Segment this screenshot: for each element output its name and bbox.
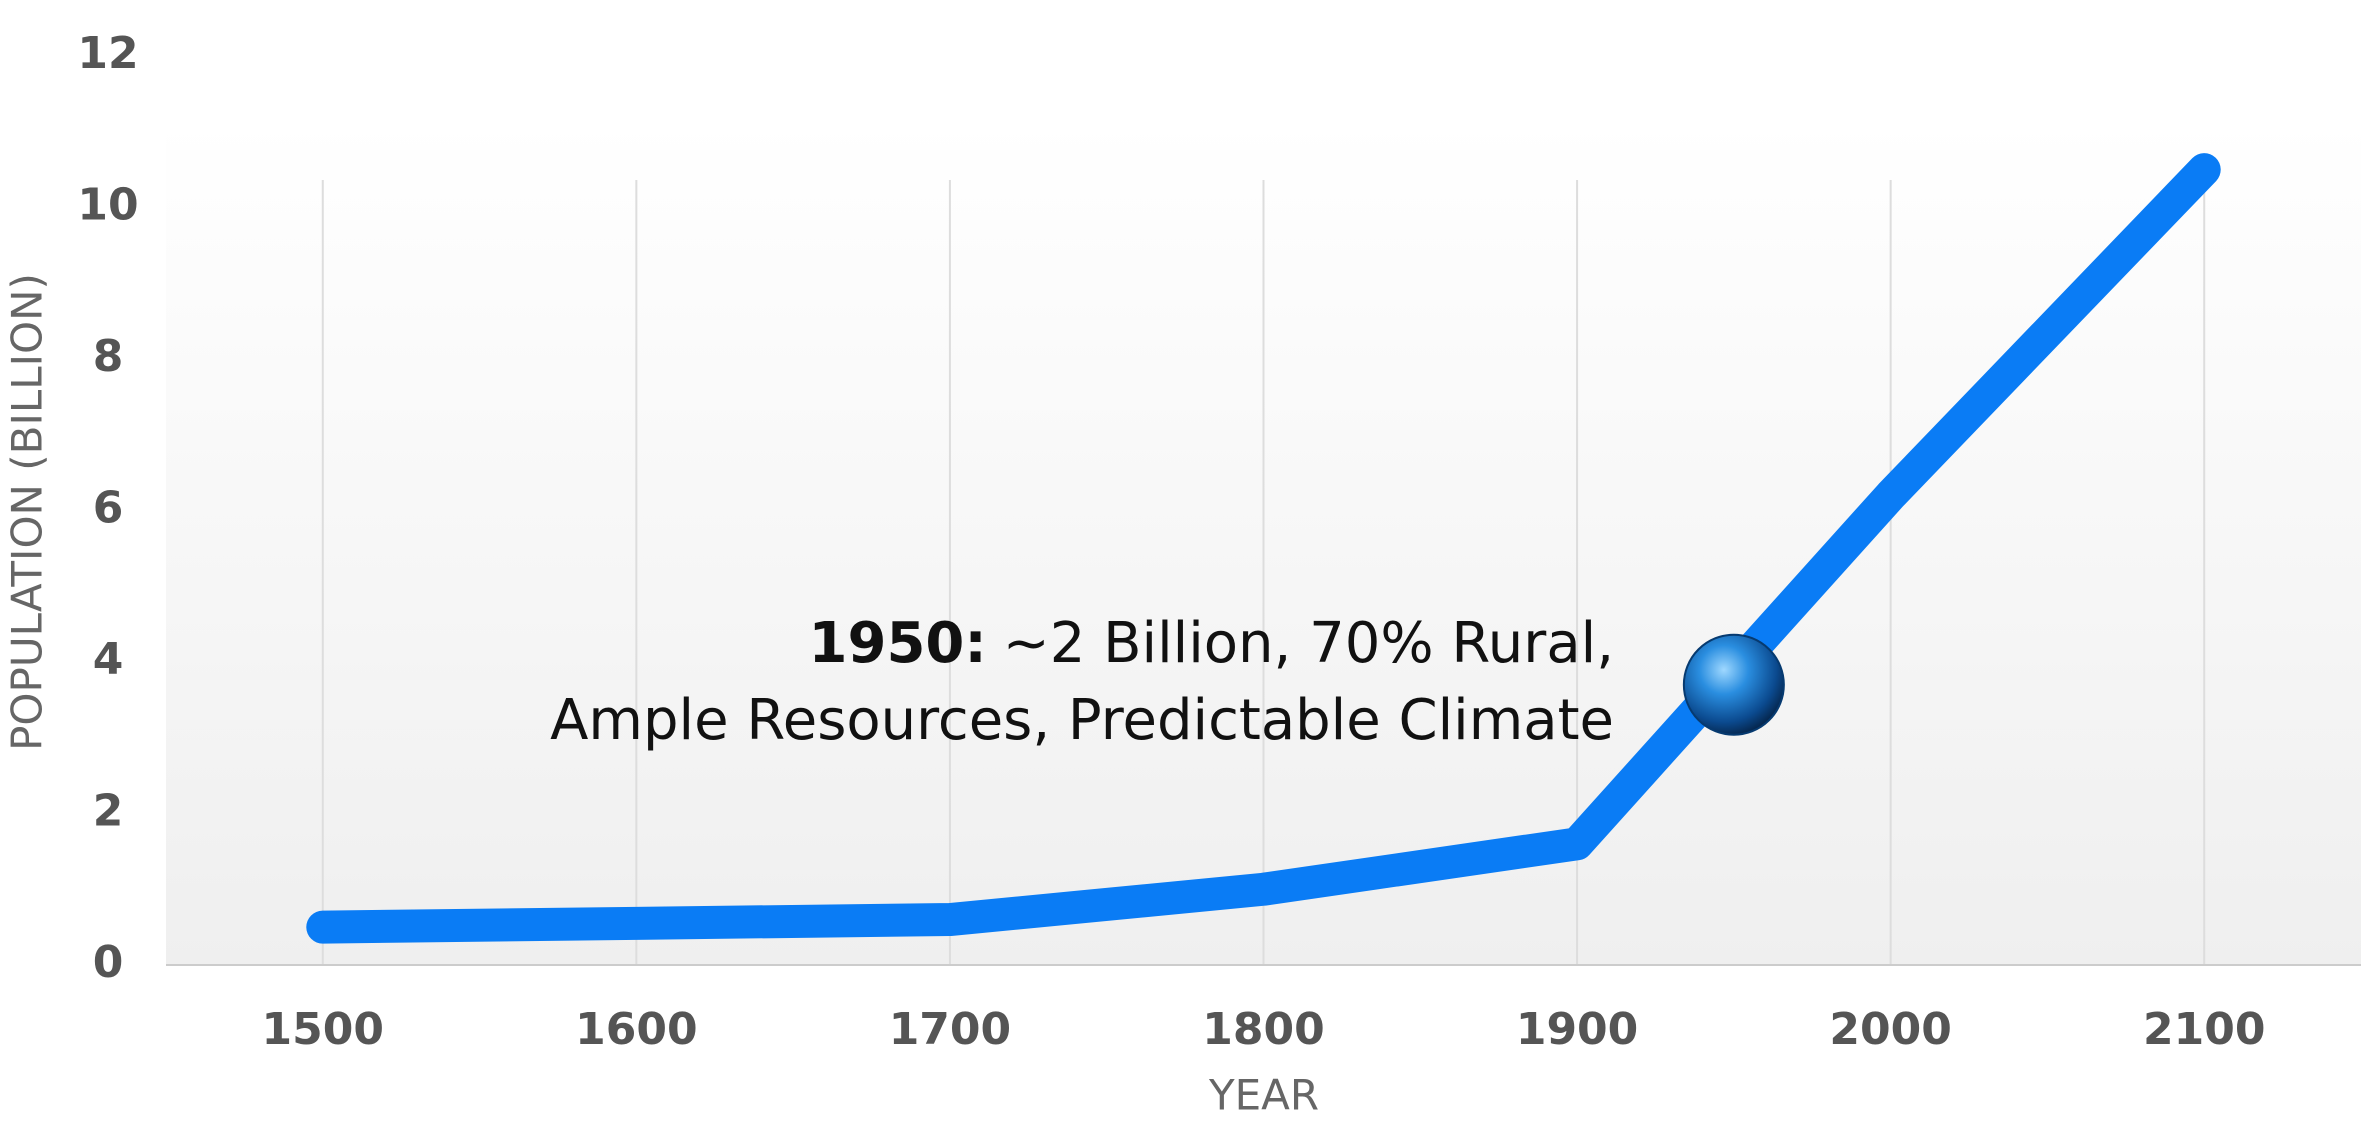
y-tick-label: 4 — [93, 634, 124, 685]
y-tick-label: 6 — [93, 483, 124, 534]
x-tick-label: 2100 — [2143, 1004, 2265, 1055]
y-tick-label: 0 — [93, 937, 124, 988]
annotation-marker — [1682, 633, 1785, 736]
x-tick-label: 1500 — [262, 1004, 384, 1055]
y-tick-label: 8 — [93, 331, 124, 382]
x-tick-label: 2000 — [1829, 1004, 1951, 1055]
annotation-line: ~2 Billion, 70% Rural, — [1003, 611, 1614, 676]
annotation-line: Ample Resources, Predictable Climate — [550, 688, 1614, 753]
x-tick-label: 1800 — [1202, 1004, 1324, 1055]
x-axis-title: YEAR — [1208, 1071, 1319, 1120]
y-axis-title: POPULATION (BILLION) — [3, 273, 52, 751]
x-tick-label: 1700 — [889, 1004, 1011, 1055]
y-tick-label: 10 — [77, 180, 138, 231]
line — [306, 153, 2221, 944]
y-tick-label: 2 — [93, 786, 124, 837]
y-tick-label: 12 — [77, 28, 138, 79]
annotation-bold: 1950: — [809, 611, 987, 676]
x-tick-label: 1600 — [575, 1004, 697, 1055]
x-tick-label: 1900 — [1516, 1004, 1638, 1055]
annotation-text: 1950: ~2 Billion, 70% Rural, — [809, 611, 1614, 676]
